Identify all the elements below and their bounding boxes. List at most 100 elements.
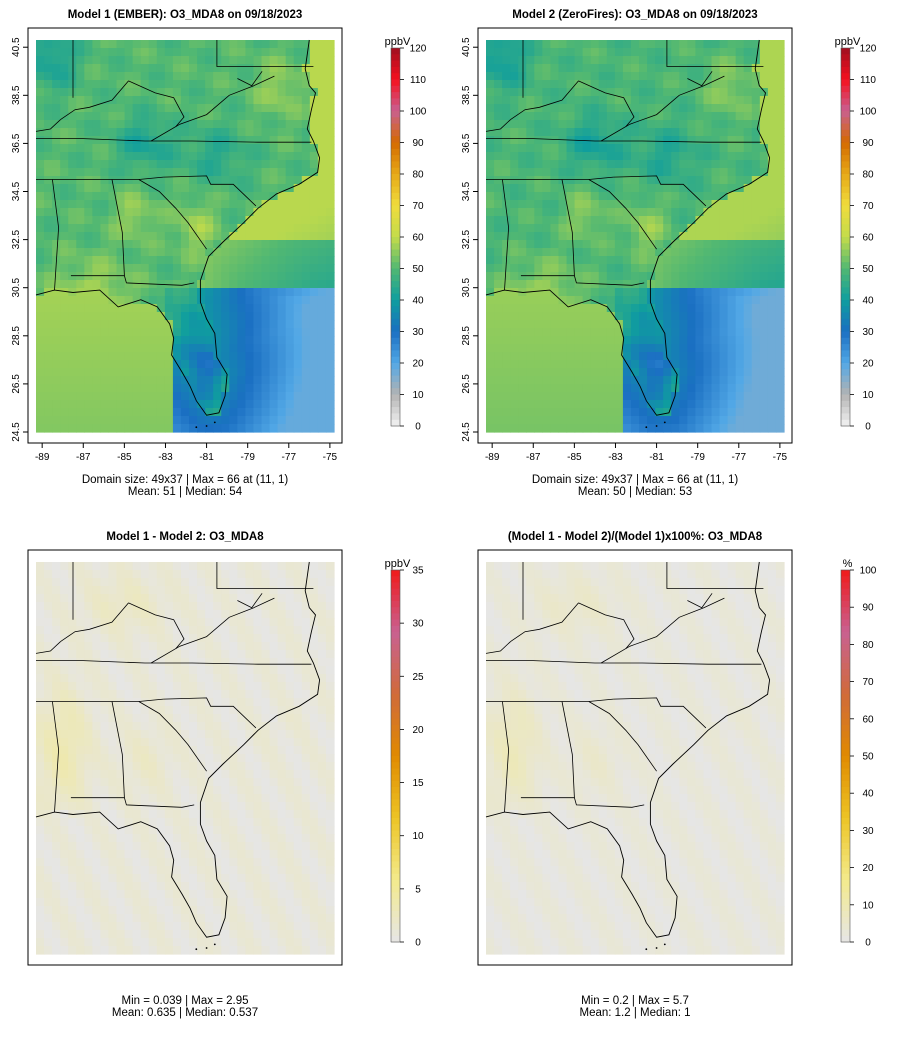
heatmap-cell [44,786,53,795]
heatmap-cell [293,176,303,185]
heatmap-cell [606,104,616,113]
heatmap-cell [229,176,238,185]
heatmap-cell [92,642,102,651]
heatmap-cell [44,762,53,771]
heatmap-cell [317,40,327,49]
heatmap-cell [52,88,61,97]
heatmap-cell [36,120,45,129]
heatmap-cell [229,272,238,281]
heatmap-cell [92,200,102,209]
heatmap-cell [189,208,198,217]
heatmap-cell [108,48,118,57]
heatmap-cell [52,602,61,611]
heatmap-cell [189,730,198,739]
heatmap-cell [325,64,335,73]
heatmap-cell [647,320,656,329]
heatmap-cell [558,336,568,345]
heatmap-cell [687,400,696,409]
heatmap-cell [156,96,166,105]
heatmap-cell [140,586,150,595]
heatmap-cell [494,232,503,241]
heatmap-cell [124,208,134,217]
heatmap-cell [44,698,53,707]
heatmap-cell [277,698,287,707]
heatmap-cell [309,706,319,715]
heatmap-cell [550,360,560,369]
heatmap-cell [221,666,230,675]
heatmap-cell [671,232,680,241]
heatmap-cell [229,344,238,353]
heatmap-cell [679,224,688,233]
heatmap-cell [671,328,680,337]
heatmap-cell [317,730,327,739]
heatmap-cell [574,272,584,281]
heatmap-cell [630,72,640,81]
heatmap-cell [261,136,271,145]
heatmap-cell [775,216,785,225]
heatmap-cell [52,400,61,409]
heatmap-cell [639,248,648,257]
heatmap-cell [679,312,688,321]
heatmap-cell [60,232,69,241]
heatmap-cell [213,674,222,683]
heatmap-cell [285,352,295,361]
heatmap-cell [269,168,279,177]
heatmap-cell [172,578,182,587]
heatmap-cell [164,128,174,137]
heatmap-cell [277,618,287,627]
heatmap-cell [534,160,543,169]
heatmap-cell [655,192,664,201]
heatmap-cell [269,666,279,675]
heatmap-cell [189,786,198,795]
heatmap-cell [639,408,648,417]
heatmap-cell [44,626,53,635]
heatmap-cell [132,416,142,425]
heatmap-cell [108,320,118,329]
heatmap-cell [245,594,255,603]
heatmap-cell [140,240,150,249]
heatmap-cell [703,312,713,321]
heatmap-cell [277,722,287,731]
heatmap-cell [84,392,93,401]
heatmap-cell [237,562,246,571]
heatmap-cell [486,192,495,201]
heatmap-cell [68,88,77,97]
heatmap-cell [687,64,696,73]
heatmap-cell [156,738,166,747]
heatmap-cell [614,256,624,265]
heatmap-cell [229,224,238,233]
heatmap-cell [574,352,584,361]
heatmap-cell [582,248,592,257]
heatmap-cell [526,136,535,145]
heatmap-cell [108,368,118,377]
heatmap-cell [550,232,560,241]
heatmap-cell [510,216,519,225]
heatmap-cell [301,722,311,731]
heatmap-cell [671,104,680,113]
heatmap-cell [727,368,737,377]
heatmap-cell [148,634,158,643]
heatmap-cell [502,72,511,81]
heatmap-cell [205,368,214,377]
heatmap-cell [180,730,190,739]
heatmap-cell [639,128,648,137]
heatmap-cell [44,714,53,723]
stats-line-1: Domain size: 49x37 | Max = 66 at (11, 1) [532,474,739,486]
heatmap-cell [156,610,166,619]
heatmap-cell [197,184,206,193]
heatmap-cell [663,296,672,305]
heatmap-cell [52,192,61,201]
heatmap-cell [606,176,616,185]
heatmap-cell [36,232,45,241]
heatmap-cell [494,144,503,153]
heatmap-cell [566,160,576,169]
heatmap-cell [180,152,190,161]
heatmap-cell [293,64,303,73]
heatmap-cell [526,40,535,49]
heatmap-cell [598,256,608,265]
heatmap-cell [197,232,206,241]
heatmap-cell [293,48,303,57]
heatmap-cell [44,666,53,675]
x-tick-label: -79 [240,452,255,463]
heatmap-cell [261,384,271,393]
